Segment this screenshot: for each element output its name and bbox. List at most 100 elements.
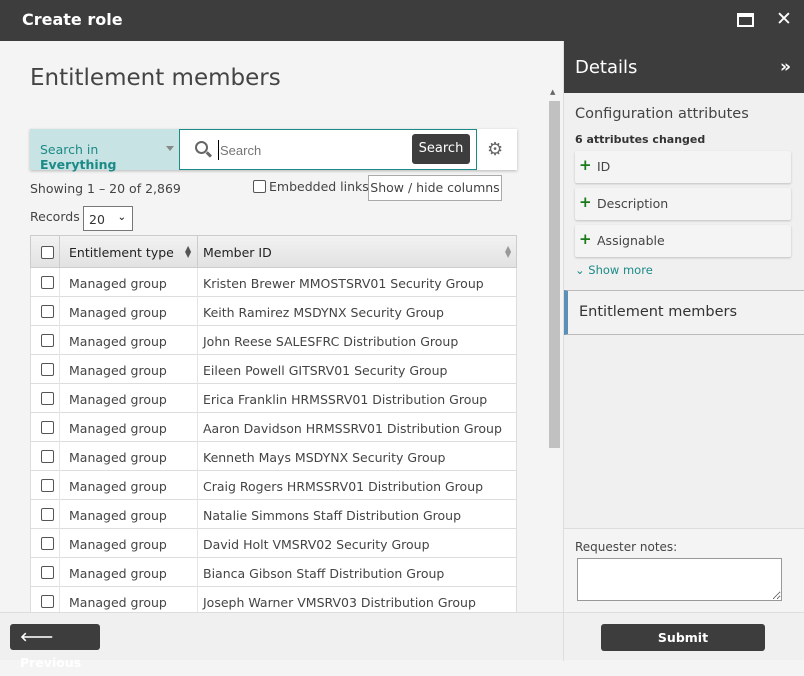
records-select[interactable]: 20 ⌄ xyxy=(83,206,133,231)
submit-button[interactable]: Submit xyxy=(601,624,765,651)
attribute-label: Assignable xyxy=(597,233,665,248)
entitlement-type-cell: Managed group xyxy=(69,537,167,552)
column-divider xyxy=(59,297,60,326)
column-divider xyxy=(59,326,60,355)
column-divider xyxy=(59,355,60,384)
select-all-checkbox[interactable] xyxy=(41,246,54,259)
row-checkbox[interactable] xyxy=(41,276,54,289)
chevron-down-icon: ⌄ xyxy=(575,263,589,277)
table-header: Entitlement type ▲ ▼ Member ID ▲ ▼ xyxy=(30,235,517,269)
row-checkbox[interactable] xyxy=(41,305,54,318)
requester-notes-input[interactable] xyxy=(577,558,782,601)
embedded-links-checkbox[interactable]: Embedded links xyxy=(253,179,369,194)
column-divider xyxy=(197,384,198,413)
vertical-scrollbar[interactable]: ▲ ▼ xyxy=(547,85,561,612)
details-title: Details xyxy=(575,57,638,78)
column-divider xyxy=(197,471,198,500)
records-value: 20 xyxy=(89,212,105,227)
column-member-id[interactable]: Member ID xyxy=(203,245,272,260)
scrollbar-thumb[interactable] xyxy=(549,101,560,448)
table-row[interactable]: Managed group Natalie Simmons Staff Distr… xyxy=(30,500,517,529)
member-id-cell: Erica Franklin HRMSSRV01 Distribution Gr… xyxy=(203,392,488,407)
row-checkbox[interactable] xyxy=(41,566,54,579)
result-count: Showing 1 – 20 of 2,869 xyxy=(30,181,181,196)
column-entitlement-type[interactable]: Entitlement type xyxy=(69,245,174,260)
table-row[interactable]: Managed group Bianca Gibson Staff Distrib… xyxy=(30,558,517,587)
column-divider xyxy=(59,413,60,442)
table-row[interactable]: Managed group David Holt VMSRV02 Security… xyxy=(30,529,517,558)
scope-prefix: Search in xyxy=(40,142,99,157)
requester-notes-label: Requester notes: xyxy=(575,540,678,554)
sort-icon[interactable]: ▲ ▼ xyxy=(505,244,512,259)
title-bar: Create role ✕ xyxy=(0,0,804,41)
column-divider xyxy=(59,268,60,297)
column-divider xyxy=(59,471,60,500)
collapse-icon[interactable]: » xyxy=(780,57,791,77)
attribute-item[interactable]: + ID xyxy=(575,151,791,183)
row-checkbox[interactable] xyxy=(41,421,54,434)
search-input[interactable] xyxy=(218,140,398,160)
attribute-item[interactable]: + Description xyxy=(575,188,791,220)
entitlement-type-cell: Managed group xyxy=(69,595,167,610)
members-table: Entitlement type ▲ ▼ Member ID ▲ ▼ Managed… xyxy=(30,235,517,612)
show-more-link[interactable]: ⌄ Show more xyxy=(575,263,653,277)
table-row[interactable]: Managed group Keith Ramirez MSDYNX Securi… xyxy=(30,297,517,326)
entitlement-type-cell: Managed group xyxy=(69,479,167,494)
search-icon xyxy=(195,141,208,154)
member-id-cell: Keith Ramirez MSDYNX Security Group xyxy=(203,305,444,320)
show-hide-columns-button[interactable]: Show / hide columns xyxy=(368,175,502,201)
main-panel: Entitlement members Search in Everything… xyxy=(0,41,563,612)
row-checkbox[interactable] xyxy=(41,537,54,550)
table-row[interactable]: Managed group John Reese SALESFRC Distrib… xyxy=(30,326,517,355)
column-divider xyxy=(197,355,198,384)
divider xyxy=(563,613,564,661)
entitlement-type-cell: Managed group xyxy=(69,276,167,291)
close-icon[interactable]: ✕ xyxy=(776,8,792,30)
plus-icon: + xyxy=(579,193,592,211)
maximize-icon[interactable] xyxy=(737,13,754,27)
member-id-cell: Natalie Simmons Staff Distribution Group xyxy=(203,508,462,523)
table-row[interactable]: Managed group Aaron Davidson HRMSSRV01 Di… xyxy=(30,413,517,442)
table-row[interactable]: Managed group Kristen Brewer MMOSTSRV01 S… xyxy=(30,268,517,297)
search-scope-dropdown[interactable]: Search in Everything xyxy=(30,129,179,172)
row-checkbox[interactable] xyxy=(41,479,54,492)
row-checkbox[interactable] xyxy=(41,595,54,608)
scroll-up-icon[interactable]: ▲ xyxy=(550,88,556,96)
search-button[interactable]: Search xyxy=(412,134,470,164)
member-id-cell: Bianca Gibson Staff Distribution Group xyxy=(203,566,445,581)
row-checkbox[interactable] xyxy=(41,334,54,347)
table-row[interactable]: Managed group Craig Rogers HRMSSRV01 Dist… xyxy=(30,471,517,500)
scope-value: Everything xyxy=(40,157,117,172)
member-id-cell: Kenneth Mays MSDYNX Security Group xyxy=(203,450,446,465)
caret-down-icon xyxy=(166,146,174,155)
row-checkbox[interactable] xyxy=(41,508,54,521)
table-row[interactable]: Managed group Joseph Warner VMSRV03 Distr… xyxy=(30,587,517,612)
column-divider xyxy=(197,500,198,529)
column-divider xyxy=(59,500,60,529)
column-divider xyxy=(59,558,60,587)
row-checkbox[interactable] xyxy=(41,392,54,405)
sort-icon[interactable]: ▲ ▼ xyxy=(185,244,192,259)
entitlement-type-cell: Managed group xyxy=(69,305,167,320)
gear-icon[interactable]: ⚙ xyxy=(487,139,504,160)
row-checkbox[interactable] xyxy=(41,363,54,376)
table-row[interactable]: Managed group Eileen Powell GITSRV01 Secu… xyxy=(30,355,517,384)
checkbox[interactable] xyxy=(253,180,266,193)
attribute-item[interactable]: + Assignable xyxy=(575,225,791,257)
section-entitlement-members[interactable]: Entitlement members xyxy=(564,290,804,335)
column-divider xyxy=(197,413,198,442)
entitlement-type-cell: Managed group xyxy=(69,392,167,407)
column-divider xyxy=(197,268,198,297)
row-checkbox[interactable] xyxy=(41,450,54,463)
member-id-cell: Joseph Warner VMSRV03 Distribution Group xyxy=(203,595,476,610)
window-title: Create role xyxy=(22,10,123,29)
previous-label: Previous xyxy=(20,655,82,670)
column-divider xyxy=(197,236,198,269)
previous-button[interactable]: 🡐 Previous xyxy=(10,624,100,670)
column-divider xyxy=(197,297,198,326)
table-row[interactable]: Managed group Erica Franklin HRMSSRV01 Di… xyxy=(30,384,517,413)
entitlement-type-cell: Managed group xyxy=(69,363,167,378)
show-more-label: Show more xyxy=(588,263,653,277)
config-title: Configuration attributes xyxy=(575,106,749,122)
table-row[interactable]: Managed group Kenneth Mays MSDYNX Securit… xyxy=(30,442,517,471)
